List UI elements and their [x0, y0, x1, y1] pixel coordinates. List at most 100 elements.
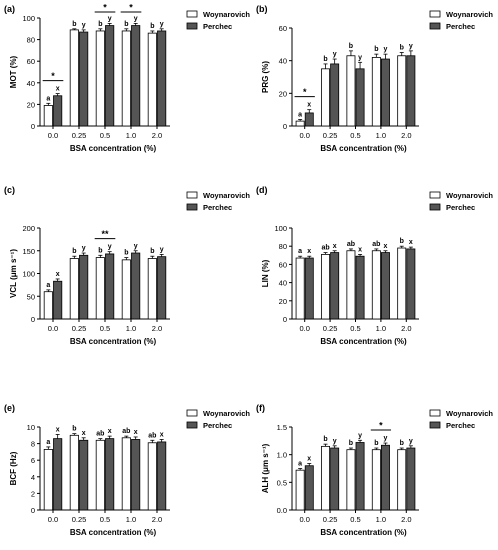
y-tick-label: 20 — [27, 100, 35, 109]
y-tick-label: 60 — [279, 24, 287, 33]
bar-perchec — [355, 442, 365, 511]
bar-woynarovich — [295, 469, 305, 511]
significance-letter: a — [46, 439, 50, 446]
legend-swatch-woynarovich — [429, 191, 441, 199]
y-axis-title: BCF (Hz) — [9, 451, 18, 485]
x-tick-label: 0.0 — [48, 324, 58, 333]
panel-c: (c) 0 50 100 150 200 0.0 0.25 0.5 1.0 2.0 BSA conce… — [4, 185, 250, 346]
bar-perchec — [355, 68, 365, 127]
legend-label: Woynarovich — [203, 191, 250, 200]
x-tick-label: 1.0 — [126, 131, 136, 140]
significance-letter: x — [358, 246, 362, 253]
bar-woynarovich — [43, 449, 53, 511]
significance-letter: b — [72, 21, 76, 28]
y-tick-label: 2 — [31, 489, 35, 498]
significance-letter: b — [98, 247, 102, 254]
bar-woynarovich — [69, 29, 79, 127]
bar-perchec — [131, 252, 141, 320]
significance-letter: ab — [321, 245, 329, 252]
y-tick-label: 10 — [27, 423, 35, 432]
bar-perchec — [131, 25, 141, 127]
significance-letter: x — [307, 456, 311, 463]
significance-letter: y — [108, 15, 112, 22]
significance-letter: ab — [372, 241, 380, 248]
significance-asterisk: * — [303, 87, 307, 97]
y-tick-label: 0 — [31, 315, 35, 324]
significance-letter: b — [400, 45, 404, 52]
legend-label: Perchec — [446, 203, 475, 212]
significance-letter: y — [134, 243, 138, 250]
bar-woynarovich — [397, 55, 407, 127]
x-tick-label: 2.0 — [152, 515, 162, 524]
bar-woynarovich — [371, 250, 381, 320]
significance-letter: b — [150, 248, 154, 255]
x-axis-title: BSA concentration (%) — [320, 337, 407, 346]
y-tick-label: 100 — [22, 14, 35, 23]
significance-letter: y — [134, 15, 138, 22]
significance-letter: y — [358, 54, 362, 61]
y-tick-label: 40 — [27, 79, 35, 88]
significance-letter: x — [56, 271, 60, 278]
legend-swatch-perchec — [429, 22, 441, 30]
x-tick-label: 2.0 — [152, 324, 162, 333]
significance-letter: ab — [148, 432, 156, 439]
significance-letter: y — [333, 51, 337, 58]
x-tick-label: 0.5 — [350, 515, 360, 524]
x-axis-title: BSA concentration (%) — [70, 528, 157, 537]
significance-letter: a — [298, 111, 302, 118]
bar-woynarovich — [121, 259, 131, 320]
x-tick-label: 0.25 — [323, 324, 338, 333]
significance-letter: b — [323, 56, 327, 63]
bar-woynarovich — [69, 258, 79, 320]
significance-letter: x — [333, 243, 337, 250]
significance-letter: a — [298, 461, 302, 468]
bar-woynarovich — [371, 57, 381, 127]
x-tick-label: 0.0 — [48, 515, 58, 524]
x-tick-label: 0.25 — [72, 324, 87, 333]
legend-label: Perchec — [203, 22, 232, 31]
bar-woynarovich — [95, 30, 105, 127]
bar-woynarovich — [43, 105, 53, 127]
y-tick-label: 80 — [27, 36, 35, 45]
bar-woynarovich — [147, 442, 157, 511]
bar-perchec — [304, 112, 314, 127]
bar-perchec — [330, 63, 340, 127]
y-tick-label: 0 — [31, 122, 35, 131]
x-tick-label: 0.25 — [323, 131, 338, 140]
bar-woynarovich — [121, 30, 131, 127]
panel-a: (a) 0 20 40 60 80 100 0.0 0.25 0.5 1.0 2.0 BSA conce… — [4, 3, 250, 154]
bar-perchec — [79, 254, 89, 320]
legend-swatch-perchec — [429, 421, 441, 429]
x-tick-label: 0.25 — [72, 515, 87, 524]
legend-label: Woynarovich — [446, 10, 493, 19]
legend-label: Woynarovich — [203, 409, 250, 418]
legend-swatch-woynarovich — [429, 10, 441, 18]
bar-perchec — [53, 95, 63, 127]
bar-woynarovich — [321, 253, 330, 320]
y-tick-label: 200 — [22, 224, 35, 233]
legend-swatch-perchec — [429, 203, 441, 211]
legend-swatch-woynarovich — [429, 409, 441, 417]
significance-letter: x — [384, 243, 388, 250]
significance-letter: x — [134, 429, 138, 436]
significance-letter: y — [384, 435, 388, 442]
significance-letter: y — [409, 43, 413, 50]
bar-perchec — [380, 58, 390, 127]
bar-perchec — [53, 438, 63, 511]
significance-letter: b — [374, 440, 378, 447]
x-tick-label: 1.0 — [376, 515, 386, 524]
x-tick-label: 0.25 — [323, 515, 338, 524]
legend-label: Perchec — [203, 203, 232, 212]
bar-perchec — [105, 253, 115, 320]
y-axis-title: LIN (%) — [261, 259, 270, 287]
panel-label: (b) — [256, 4, 268, 14]
legend-label: Woynarovich — [203, 10, 250, 19]
x-tick-label: 2.0 — [152, 131, 162, 140]
significance-letter: b — [72, 248, 76, 255]
y-tick-label: 20 — [279, 297, 287, 306]
legend-swatch-woynarovich — [186, 409, 198, 417]
y-tick-label: 0 — [283, 315, 287, 324]
y-tick-label: 150 — [22, 247, 35, 256]
y-tick-label: 0.5 — [277, 478, 287, 487]
